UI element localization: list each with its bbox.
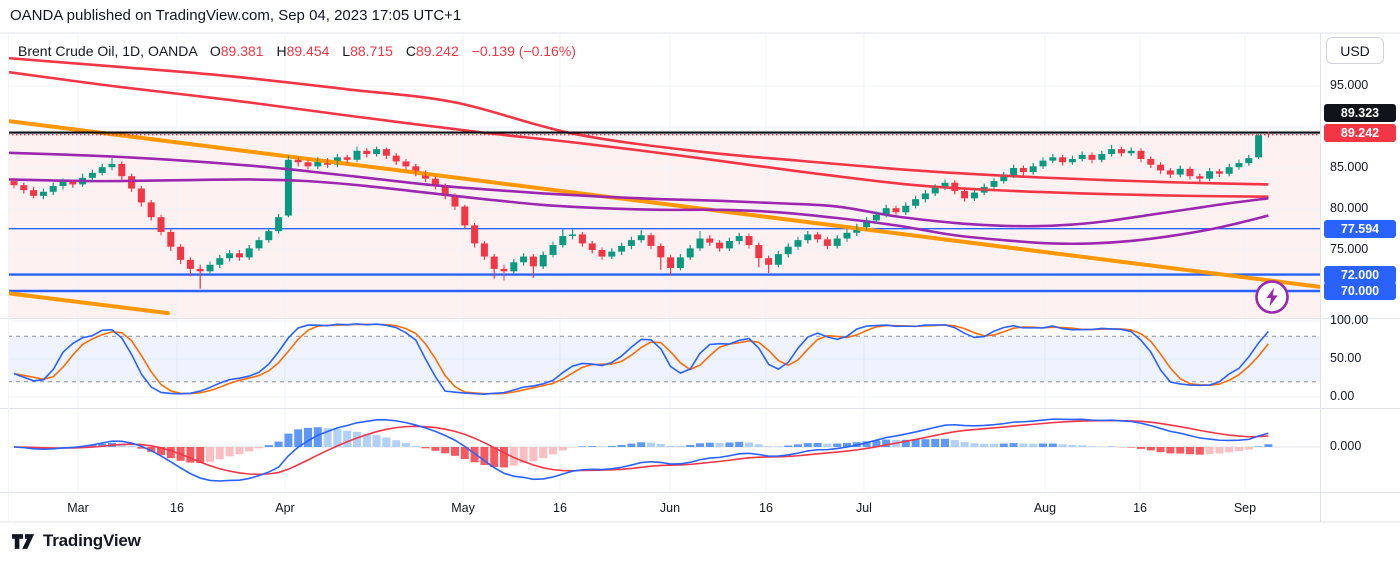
price-tick-label: 75.000 — [1330, 242, 1369, 256]
time-tick-label: 16 — [1133, 501, 1147, 515]
price-axis[interactable] — [1321, 33, 1400, 493]
chart-legend: Brent Crude Oil, 1D, OANDA O89.381 H89.4… — [18, 43, 576, 59]
stochastic-tick-label: 100.00 — [1330, 313, 1369, 327]
price-badge: 70.000 — [1324, 282, 1396, 300]
time-tick-label: Apr — [275, 501, 295, 515]
currency-usd-button[interactable]: USD — [1326, 37, 1384, 64]
price-tick-label: 80.000 — [1330, 201, 1369, 215]
tradingview-logo[interactable]: TradingView — [12, 531, 141, 551]
time-tick-label: Jun — [659, 501, 681, 515]
blue-support-lines — [8, 228, 1320, 293]
stochastic-band — [8, 335, 1320, 383]
macd-signal-line — [13, 419, 1269, 476]
time-tick-label: 16 — [553, 501, 567, 515]
ohlc-low-label: L — [342, 43, 351, 59]
time-tick-label: 16 — [170, 501, 184, 515]
price-badge: 77.594 — [1324, 219, 1396, 238]
time-tick-label: Mar — [67, 501, 89, 515]
time-tick-label: May — [451, 501, 475, 515]
tradingview-wordmark: TradingView — [43, 531, 141, 550]
lightning-icon[interactable] — [1255, 280, 1289, 314]
price-tick-label: 85.000 — [1330, 160, 1369, 174]
ohlc-high-label: H — [276, 43, 287, 59]
macd-tick-label: 0.000 — [1330, 439, 1362, 453]
ohlc-low-value: 88.715 — [350, 43, 393, 59]
ma-purple-slow — [8, 178, 1269, 246]
tradingview-mark-icon — [12, 533, 35, 549]
time-tick-label: Aug — [1033, 501, 1057, 515]
macd-main-line — [13, 418, 1269, 482]
ohlc-open-value: 89.381 — [220, 43, 264, 59]
stochastic-k-line — [13, 323, 1270, 396]
time-tick-label: Sep — [1233, 501, 1257, 515]
publish-header: OANDA published on TradingView.com, Sep … — [10, 7, 462, 24]
ohlc-close-value: 89.242 — [415, 43, 459, 59]
stochastic-lines — [13, 323, 1270, 396]
stochastic-tick-label: 0.00 — [1330, 389, 1355, 403]
change-value: −0.139 (−0.16%) — [471, 43, 576, 59]
price-tick-label: 95.000 — [1330, 78, 1369, 92]
ohlc-close-label: C — [405, 43, 416, 59]
price-badge: 89.242 — [1324, 124, 1396, 143]
moving-averages — [8, 56, 1269, 246]
pane-separators — [0, 32, 1400, 523]
ma-purple-fast — [8, 151, 1269, 228]
price-badge: 72.000 — [1324, 265, 1396, 284]
macd-lines — [13, 418, 1269, 482]
ohlc-high-value: 89.454 — [286, 43, 330, 59]
symbol-title[interactable]: Brent Crude Oil, 1D, OANDA — [18, 43, 197, 59]
time-tick-label: 16 — [759, 501, 773, 515]
time-tick-label: Jul — [855, 501, 872, 515]
macd-histogram — [19, 427, 1273, 468]
ma-red-slow — [8, 56, 1269, 186]
orange-trendlines — [8, 118, 1320, 316]
ma-red-fast — [8, 70, 1269, 198]
ohlc-open-label: O — [209, 43, 221, 59]
price-badge: 89.323 — [1324, 103, 1396, 122]
stochastic-tick-label: 50.00 — [1330, 351, 1362, 365]
